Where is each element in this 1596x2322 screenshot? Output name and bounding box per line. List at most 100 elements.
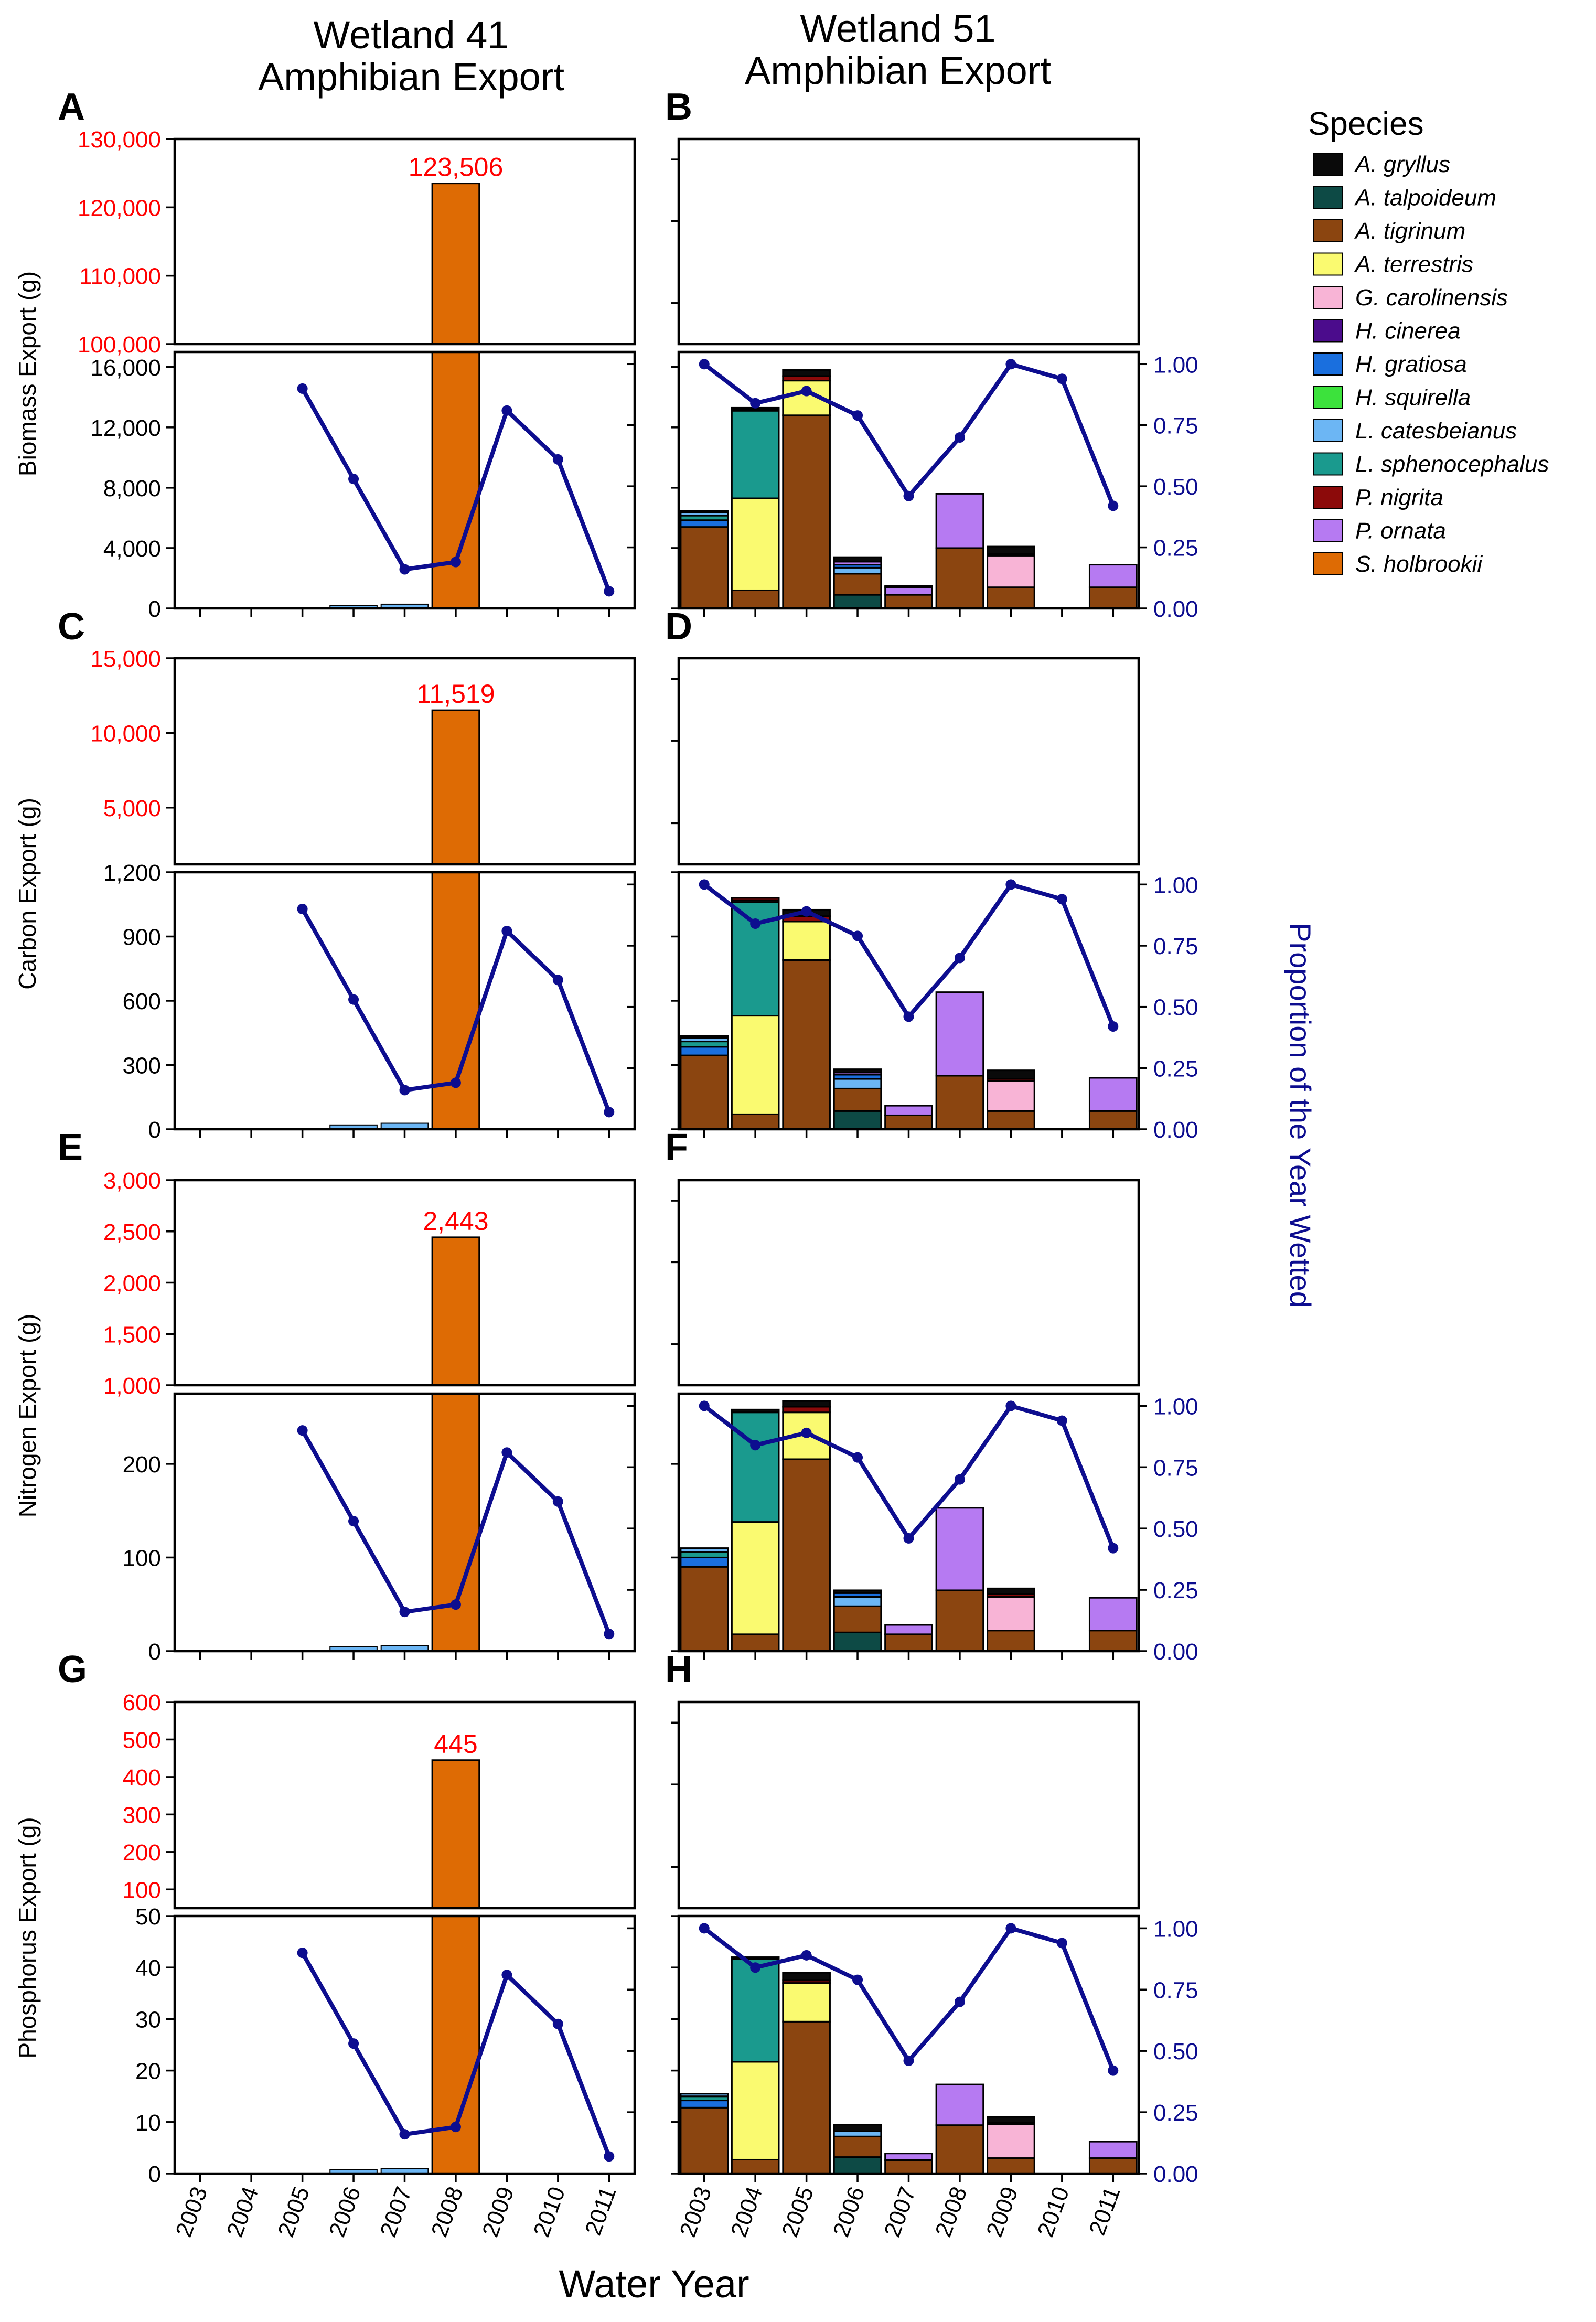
w51-bar-2005-a-gryllus [782,369,831,377]
w51-bar-2007-p-ornata [884,586,933,596]
w51-bar-2004-l-sphenocephalus [731,410,780,499]
w51-bar-2003-h-gratiosa [680,2100,729,2109]
w51-bar-2007-a-tigrinum [884,1633,933,1652]
w51-bar-2003-h-gratiosa [680,519,729,528]
w51-right-tick-label-0.25: 0.25 [1153,2100,1198,2126]
panel-letter-E: E [58,1127,83,1169]
w51-bar-2003-l-sphenocephalus [680,1041,729,1048]
w51-bar-2011-a-tigrinum [1088,1630,1138,1652]
w51-year-label-2009: 2009 [981,2184,1023,2241]
legend-swatch-g-carolinensis [1313,286,1343,309]
w51-bar-2003-l-catesbeianus [680,2093,729,2098]
w41-upper-frame-3 [173,1179,636,1387]
w41-outlier-bar-lower-1 [431,351,480,609]
w51-bar-2008-p-ornata [935,493,984,549]
w51-right-tick-label-0.50: 0.50 [1153,1516,1198,1542]
w51-bar-2005-a-terrestris [782,921,831,961]
w51-year-label-2003: 2003 [675,2184,717,2241]
w41-wetted-point-2006 [348,994,359,1005]
w51-bar-2008-p-ornata [935,2083,984,2126]
w51-year-label-2008: 2008 [930,2184,972,2241]
w51-wetted-point-2004 [750,918,761,929]
w41-year-label-2003: 2003 [171,2184,213,2241]
legend-swatch-h-squirella [1313,386,1343,409]
legend-label-h-squirella: H. squirella [1355,385,1471,411]
legend-label-a-tigrinum: A. tigrinum [1354,218,1465,244]
w41-upper-frame-1 [173,137,636,346]
w51-bar-2005-a-gryllus [782,1400,831,1408]
w51-right-tick-label-0.00: 0.00 [1153,2162,1198,2187]
w51-bar-2009-a-gryllus [987,1069,1035,1080]
w41-upper-tick-label-1,000: 1,000 [103,1373,161,1399]
right-axis-label: Proportion of the Year Wetted [1284,923,1317,1308]
w41-wetted-point-2005 [297,383,308,394]
w41-upper-tick-label-200: 200 [123,1840,161,1866]
w41-wetted-point-2008 [450,2122,461,2133]
w51-wetted-point-2004 [750,1440,761,1451]
w51-right-tick-label-0.75: 0.75 [1153,934,1198,959]
w41-upper-frame-2 [173,657,636,866]
w51-wetted-point-2007 [903,490,914,501]
w41-lower-tick-label-0: 0 [148,1639,161,1665]
legend-swatch-l-sphenocephalus [1313,452,1343,476]
w41-outlier-label-1: 123,506 [409,153,504,182]
legend-swatch-p-nigrita [1313,486,1343,509]
w41-lower-tick-label-4,000: 4,000 [103,536,161,562]
w51-wetted-point-2009 [1005,1400,1016,1411]
w51-year-label-2010: 2010 [1033,2184,1075,2241]
w51-bar-2005-a-tigrinum [782,414,831,609]
w41-outlier-label-4: 445 [434,1729,477,1759]
w51-bar-2004-l-sphenocephalus [731,1411,780,1523]
w41-upper-tick-label-100: 100 [123,1877,161,1903]
w51-bar-2008-a-tigrinum [935,1589,984,1652]
w41-upper-tick-label-300: 300 [123,1802,161,1828]
w41-wetted-point-2011 [604,1107,615,1118]
w51-year-label-2006: 2006 [828,2184,870,2241]
w41-outlier-bar-lower-2 [431,871,480,1130]
w51-wetted-point-2010 [1056,373,1067,384]
w41-upper-tick-label-2,000: 2,000 [103,1271,161,1297]
w51-right-tick-label-0.00: 0.00 [1153,1117,1198,1143]
w51-bar-2011-p-ornata [1088,564,1138,588]
w51-wetted-point-2011 [1108,1543,1119,1554]
w51-bar-2003-h-gratiosa [680,1556,729,1568]
w51-bar-2006-l-catesbeianus [833,1596,882,1607]
w41-upper-frame-4 [173,1700,636,1910]
w51-bar-2004-a-tigrinum [731,1633,780,1652]
w41-wetted-point-2010 [552,2018,563,2029]
w51-bar-2003-a-tigrinum [680,526,729,609]
w41-lower-tick-label-600: 600 [123,989,161,1014]
w51-wetted-point-2008 [954,953,965,964]
w51-right-tick-label-1.00: 1.00 [1153,1916,1198,1942]
w51-bar-2007-a-tigrinum [884,594,933,609]
w51-bar-2006-l-catesbeianus [833,1078,882,1089]
w51-bar-2004-a-gryllus [731,1956,780,1960]
legend-label-l-sphenocephalus: L. sphenocephalus [1355,452,1549,477]
w51-bar-2011-a-tigrinum [1088,1110,1138,1130]
title-w41-line2: Amphibian Export [258,55,565,99]
w41-wetted-point-2007 [399,1085,410,1096]
w51-bar-2008-a-tigrinum [935,547,984,609]
w41-wetted-point-2007 [399,2129,410,2140]
w41-lower-tick-label-300: 300 [123,1053,161,1079]
w51-bar-2003-a-tigrinum [680,1054,729,1130]
w51-bar-2009-a-gryllus [987,1587,1035,1595]
w51-bar-2007-a-tigrinum [884,1114,933,1130]
w41-upper-tick-label-15,000: 15,000 [90,646,161,672]
w51-bar-2009-a-gryllus [987,545,1035,555]
w51-right-tick-label-0.25: 0.25 [1153,536,1198,561]
w51-wetted-point-2003 [699,879,710,890]
ylabel-row-4: Phosphorus Export (g) [14,1817,41,2058]
w41-wetted-point-2009 [501,926,512,936]
legend-label-l-catesbeianus: L. catesbeianus [1355,418,1517,444]
w51-bar-2011-a-tigrinum [1088,586,1138,609]
legend-swatch-l-catesbeianus [1313,419,1343,442]
w41-outlier-bar-upper-4 [431,1759,480,1909]
legend-title: Species [1308,106,1424,142]
legend-label-h-cinerea: H. cinerea [1355,318,1461,344]
w51-right-tick-label-0.75: 0.75 [1153,1977,1198,2003]
w41-wetted-point-2011 [604,2151,615,2162]
w51-wetted-point-2006 [852,410,863,421]
w51-right-tick-label-0.75: 0.75 [1153,413,1198,439]
